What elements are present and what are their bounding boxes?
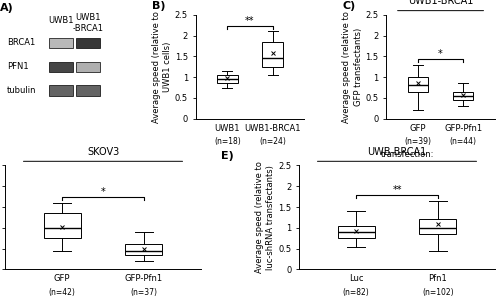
Text: (n=39): (n=39) [404,137,431,147]
Text: (n=24): (n=24) [259,137,286,147]
Text: UWB1: UWB1 [75,13,100,22]
Text: *: * [100,187,105,197]
PathPatch shape [408,77,428,92]
PathPatch shape [453,92,473,100]
Text: PFN1: PFN1 [7,62,29,71]
Bar [76,38,100,48]
Text: SKOV3: SKOV3 [87,147,119,157]
Bar [76,62,100,72]
Bar [48,62,72,72]
Bar [48,38,72,48]
PathPatch shape [262,42,283,67]
Text: (n=44): (n=44) [450,137,476,147]
Y-axis label: Average speed (relative to
UWB1 cells): Average speed (relative to UWB1 cells) [152,11,172,123]
Text: (n=102): (n=102) [422,288,454,296]
Text: UWB-BRCA1: UWB-BRCA1 [368,147,426,157]
Y-axis label: Average speed (relative to
luc-shRNA transfectants): Average speed (relative to luc-shRNA tra… [256,162,276,273]
PathPatch shape [217,75,238,83]
Text: UWB1-BRCA1: UWB1-BRCA1 [408,0,473,7]
Text: (n=42): (n=42) [48,288,76,296]
Text: *: * [438,49,443,59]
Text: tubulin: tubulin [7,86,36,95]
Text: (n=37): (n=37) [130,288,158,296]
Text: -BRCA1: -BRCA1 [72,24,104,33]
Text: B): B) [152,1,166,11]
Text: **: ** [392,185,402,195]
Text: **: ** [245,16,254,26]
Text: A): A) [0,3,14,13]
Text: (n=82): (n=82) [343,288,369,296]
Bar [76,86,100,96]
PathPatch shape [338,226,374,238]
Text: C): C) [342,1,356,11]
Bar [48,86,72,96]
PathPatch shape [126,244,162,255]
Y-axis label: Average speed (relative to
GFP transfectants): Average speed (relative to GFP transfect… [342,11,362,123]
Text: UWB1: UWB1 [48,16,74,25]
Text: (n=18): (n=18) [214,137,240,147]
PathPatch shape [44,213,80,238]
PathPatch shape [420,220,456,234]
Text: transfection:: transfection: [380,150,434,159]
Text: BRCA1: BRCA1 [7,38,36,47]
Text: E): E) [220,151,234,161]
